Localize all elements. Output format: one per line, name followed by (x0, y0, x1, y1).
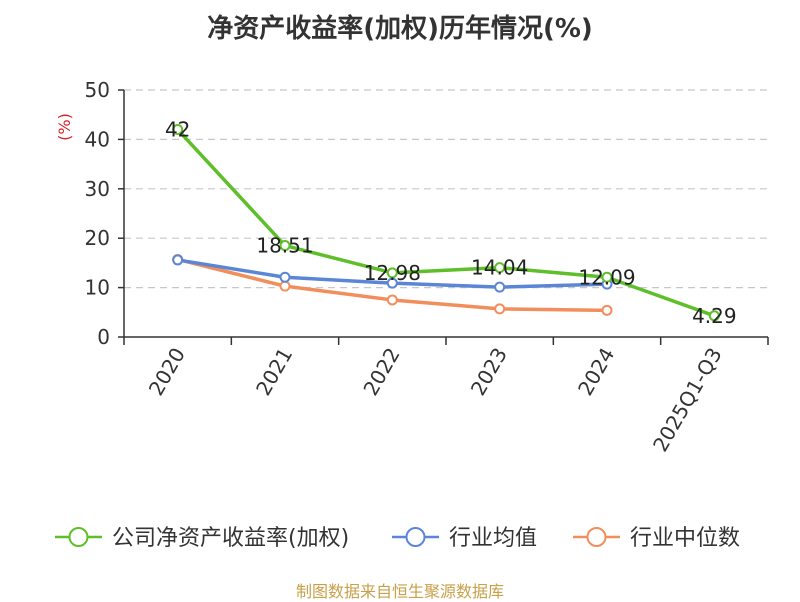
data-point[interactable] (601, 271, 613, 283)
data-point[interactable] (494, 303, 506, 315)
data-point[interactable] (279, 280, 291, 292)
x-tick-label: 2025Q1-Q3 (648, 344, 727, 456)
y-tick-label: 30 (85, 177, 110, 201)
data-label: 42 (165, 118, 190, 142)
data-point[interactable] (386, 267, 398, 279)
data-point[interactable] (279, 240, 291, 252)
y-tick-label: 10 (85, 276, 110, 300)
series-line (176, 128, 715, 318)
legend-label[interactable]: 行业均值 (449, 526, 537, 551)
legend-label[interactable]: 行业中位数 (630, 526, 740, 551)
x-tick-label: 2021 (251, 344, 297, 400)
data-point[interactable] (172, 124, 184, 136)
legend-label[interactable]: 公司净资产收益率(加权) (112, 526, 349, 551)
legend-marker[interactable] (405, 527, 426, 547)
data-labels: 42 18.51 12.98 14.04 12.09 4.29 (165, 118, 737, 328)
grid-lines (124, 89, 768, 289)
data-label: 12.98 (364, 261, 421, 285)
data-point[interactable] (494, 262, 506, 274)
chart-title: 净资产收益率(加权)历年情况(%) (207, 14, 593, 44)
data-point[interactable] (494, 281, 506, 293)
data-label: 12.09 (578, 265, 635, 289)
series-lines (172, 124, 720, 322)
y-tick-label: 50 (85, 78, 110, 102)
data-point[interactable] (279, 271, 291, 283)
data-point[interactable] (386, 277, 398, 289)
y-tick-label: 40 (85, 127, 110, 151)
source-note: 制图数据来自恒生聚源数据库 (295, 582, 504, 601)
x-tick-label: 2020 (144, 344, 190, 400)
data-point[interactable] (172, 254, 184, 266)
x-tick-label: 2022 (358, 344, 404, 400)
data-point[interactable] (386, 294, 398, 306)
legend-marker[interactable] (68, 527, 89, 547)
legend[interactable]: 公司净资产收益率(加权) 行业均值 行业中位数 (55, 526, 740, 551)
y-tick-label: 20 (85, 226, 110, 250)
x-tick-label: 2023 (466, 343, 512, 399)
legend-marker[interactable] (586, 527, 607, 547)
y-tick-label: 0 (97, 325, 110, 349)
data-label: 14.04 (471, 256, 528, 280)
data-point[interactable] (601, 304, 613, 316)
data-label: 18.51 (256, 234, 313, 258)
data-label: 4.29 (692, 304, 737, 328)
x-tick-label: 2024 (573, 344, 619, 400)
y-axis-label: (%) (55, 113, 74, 141)
data-point[interactable] (708, 310, 720, 322)
